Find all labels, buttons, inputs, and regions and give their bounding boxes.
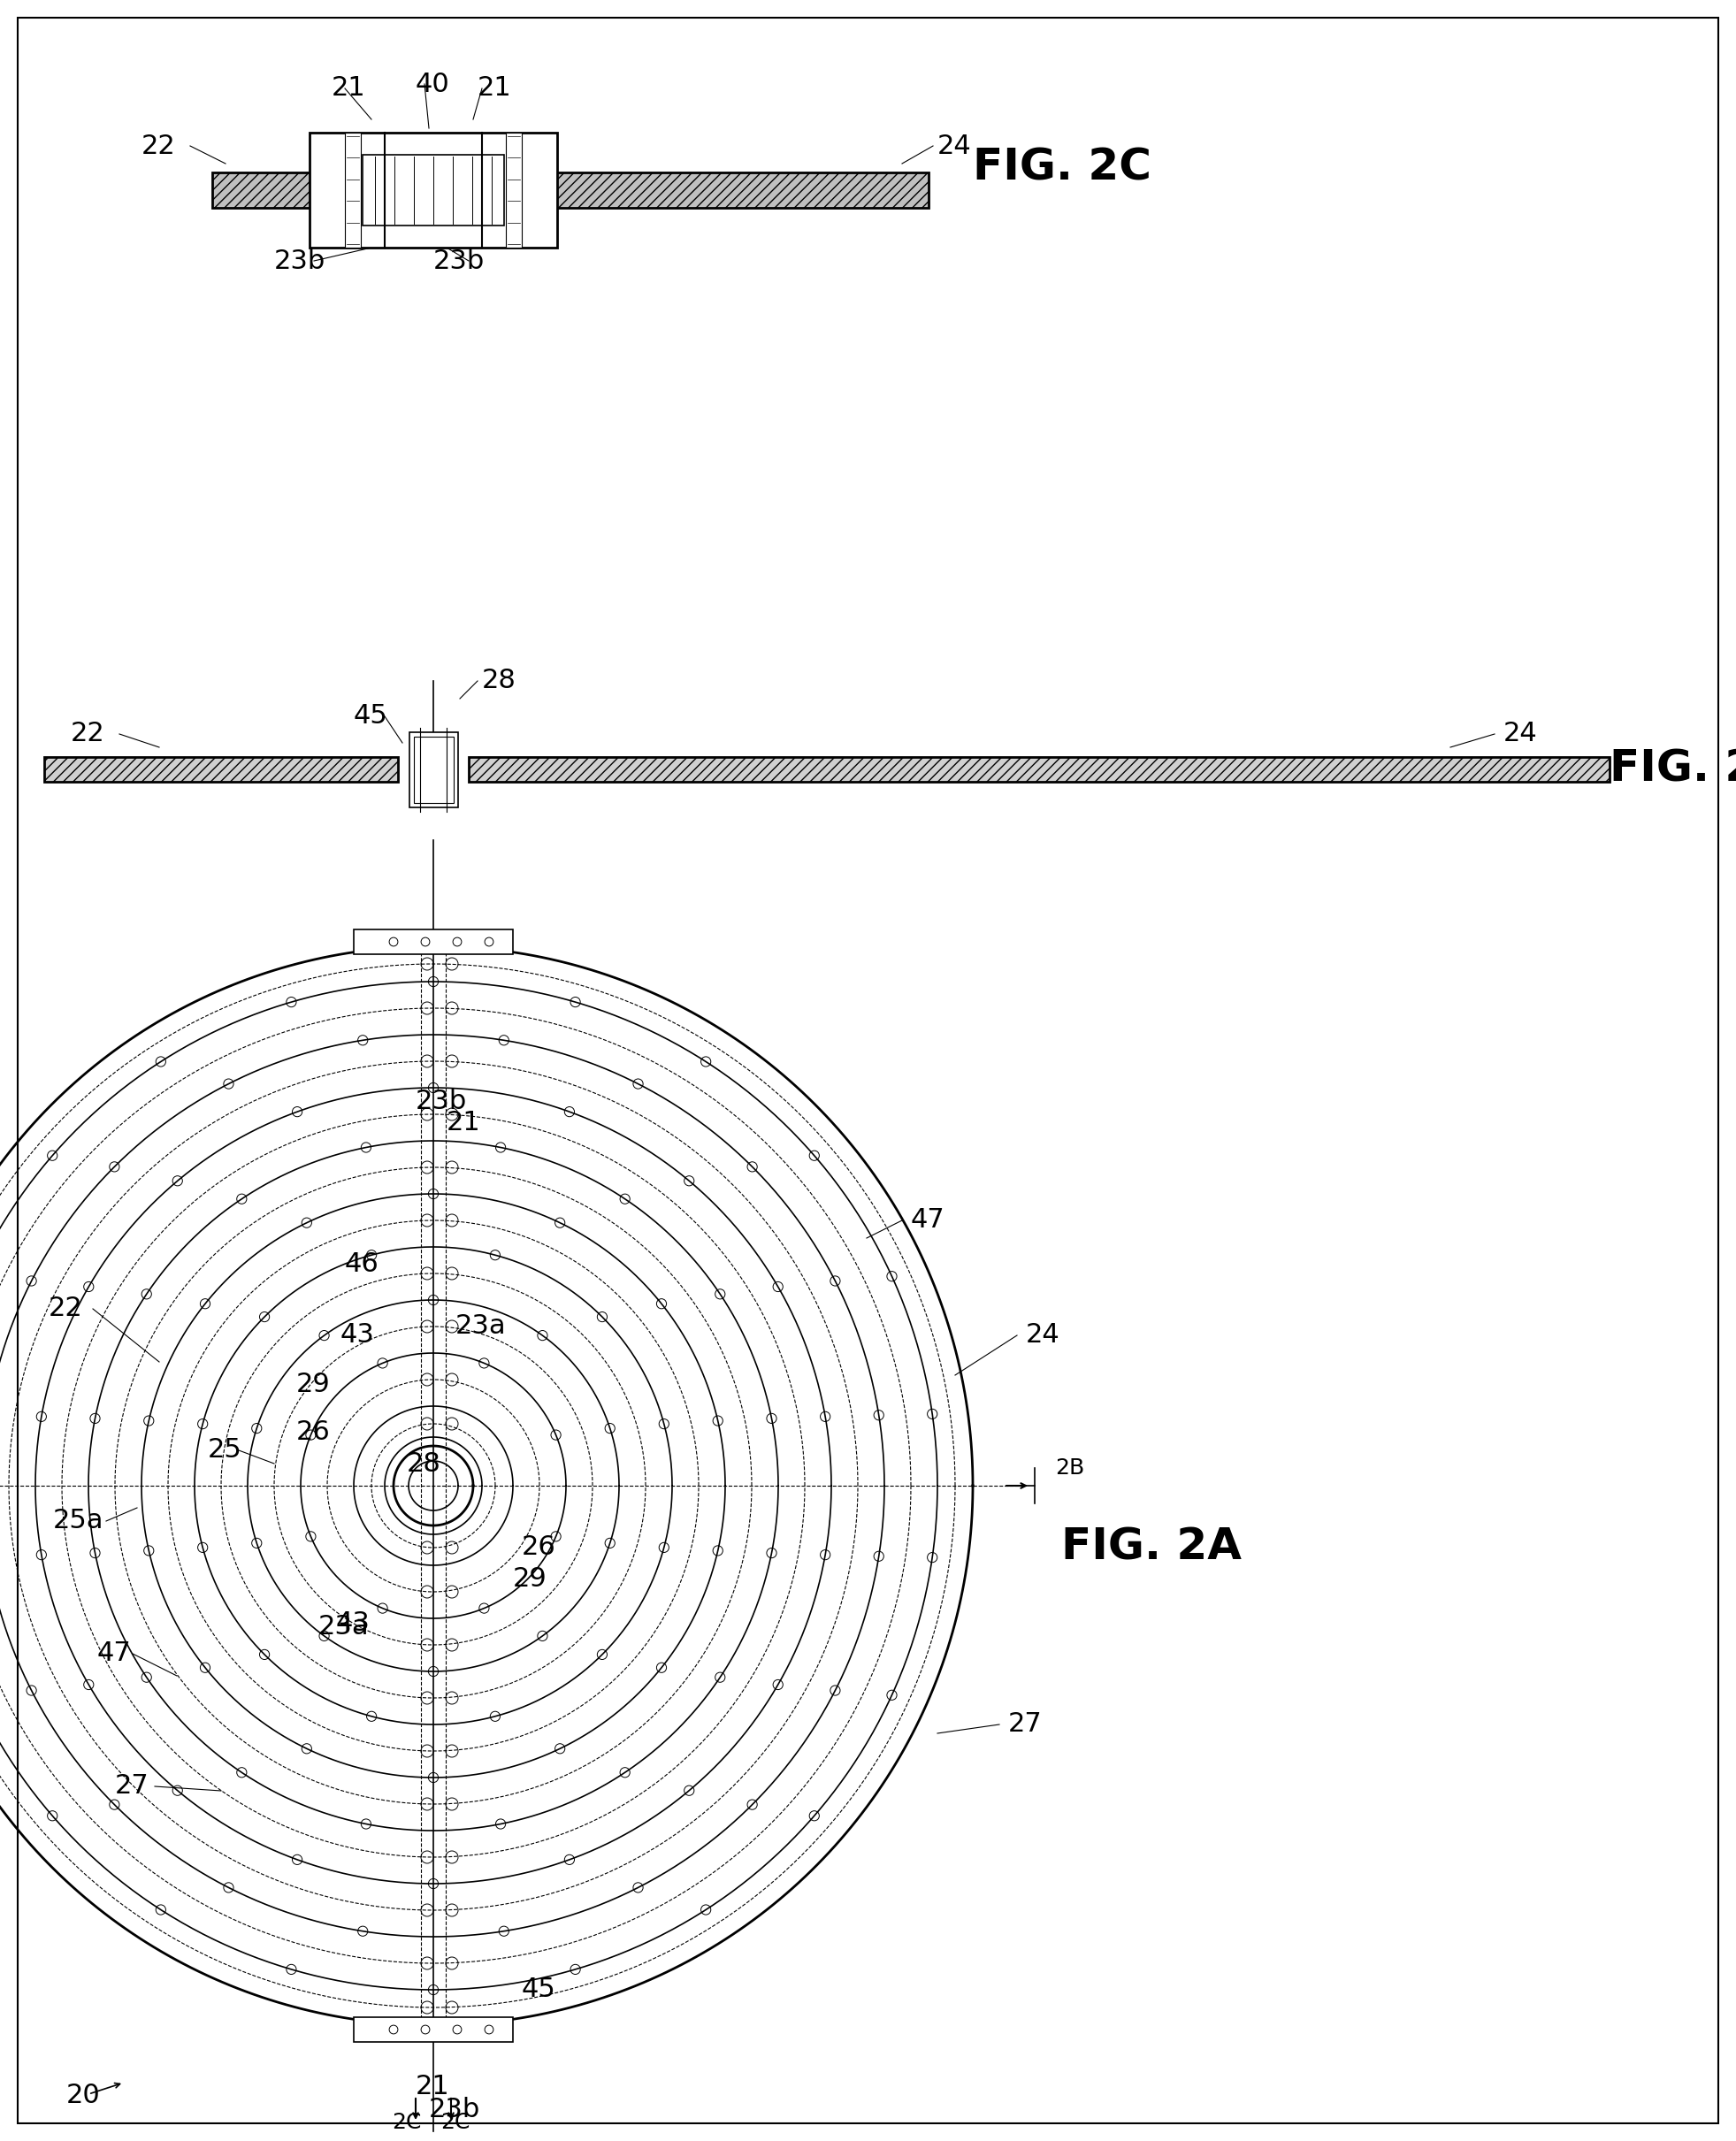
Bar bbox=[469, 758, 1609, 781]
Text: 27: 27 bbox=[1009, 1711, 1042, 1736]
Text: 2C: 2C bbox=[392, 2111, 422, 2132]
Text: 21: 21 bbox=[332, 75, 366, 101]
Text: 23b: 23b bbox=[434, 248, 484, 274]
Text: 45: 45 bbox=[523, 1976, 556, 2002]
Bar bbox=[309, 133, 557, 248]
Text: 28: 28 bbox=[406, 1452, 441, 1477]
Text: 23a: 23a bbox=[455, 1315, 507, 1340]
Text: 26: 26 bbox=[297, 1419, 330, 1445]
Text: 23b: 23b bbox=[274, 248, 326, 274]
Text: 21: 21 bbox=[446, 1111, 481, 1137]
Bar bbox=[345, 133, 361, 248]
Bar bbox=[43, 758, 398, 781]
Bar bbox=[354, 929, 512, 955]
Bar bbox=[363, 154, 503, 225]
Text: 22: 22 bbox=[49, 1295, 83, 1321]
Text: 20: 20 bbox=[66, 2083, 101, 2109]
Text: 29: 29 bbox=[512, 1565, 547, 1591]
Text: 23a: 23a bbox=[318, 1614, 370, 1640]
Text: 28: 28 bbox=[483, 668, 516, 694]
Text: 45: 45 bbox=[354, 704, 389, 730]
Bar bbox=[503, 173, 929, 208]
Text: 29: 29 bbox=[297, 1370, 330, 1396]
Text: 24: 24 bbox=[937, 133, 972, 158]
Text: 43: 43 bbox=[340, 1323, 375, 1349]
Text: 23b: 23b bbox=[415, 1088, 467, 1113]
Text: 25: 25 bbox=[208, 1437, 241, 1462]
Bar bbox=[413, 737, 453, 803]
Text: 26: 26 bbox=[523, 1535, 556, 1561]
Bar bbox=[354, 2017, 512, 2043]
Text: 23b: 23b bbox=[429, 2096, 481, 2122]
Text: 27: 27 bbox=[115, 1773, 149, 1798]
Text: 21: 21 bbox=[477, 75, 512, 101]
Text: 2B: 2B bbox=[1055, 1458, 1085, 1479]
Text: 22: 22 bbox=[71, 722, 104, 747]
Text: 2C: 2C bbox=[441, 2111, 470, 2132]
Text: FIG. 2C: FIG. 2C bbox=[972, 148, 1151, 188]
Text: 40: 40 bbox=[415, 71, 450, 96]
Text: 43: 43 bbox=[337, 1610, 370, 1636]
Bar bbox=[212, 173, 363, 208]
Text: 24: 24 bbox=[1026, 1323, 1061, 1349]
Text: 25a: 25a bbox=[54, 1507, 104, 1533]
Bar bbox=[505, 133, 523, 248]
Text: 21: 21 bbox=[415, 2075, 450, 2100]
Text: 24: 24 bbox=[1503, 722, 1538, 747]
Text: FIG. 2A: FIG. 2A bbox=[1061, 1527, 1241, 1569]
Bar bbox=[410, 732, 458, 807]
Text: 47: 47 bbox=[911, 1208, 944, 1233]
Text: 22: 22 bbox=[142, 133, 175, 158]
Text: FIG. 2B: FIG. 2B bbox=[1609, 747, 1736, 790]
Text: 46: 46 bbox=[345, 1252, 378, 1278]
Text: 47: 47 bbox=[97, 1640, 132, 1666]
